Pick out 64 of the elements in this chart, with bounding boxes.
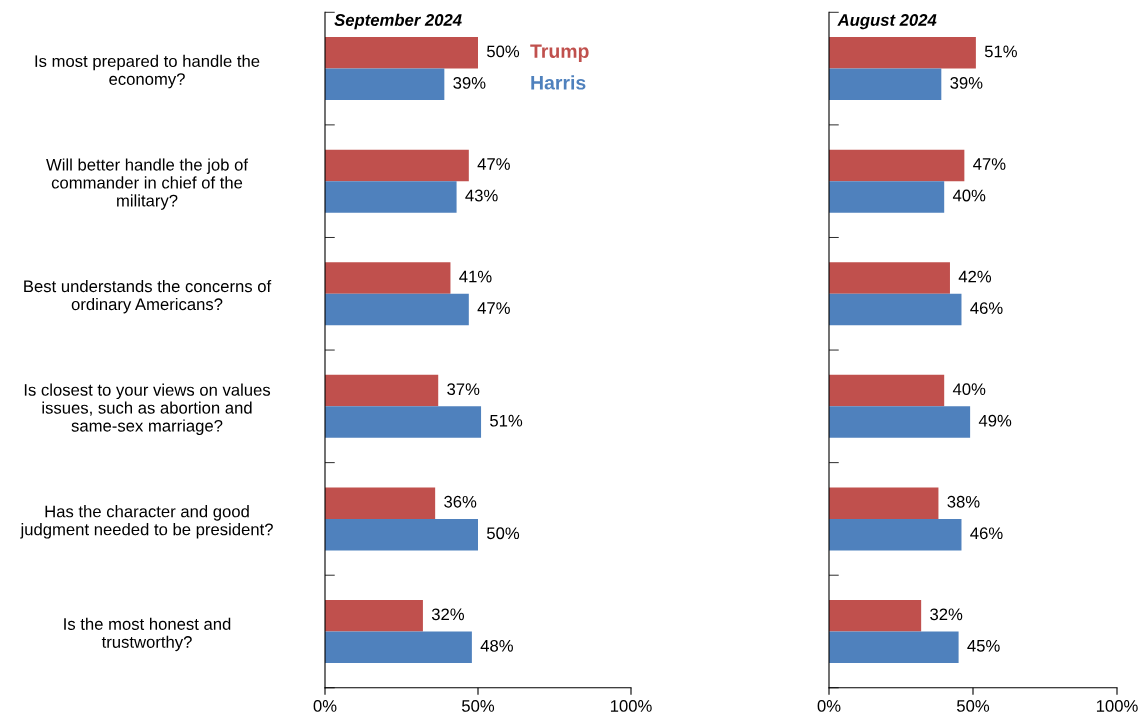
bar	[325, 374, 439, 407]
bar	[325, 631, 472, 664]
bar	[325, 149, 469, 182]
data-label: 48%	[480, 639, 513, 652]
bar	[829, 293, 962, 326]
bar	[829, 631, 959, 664]
chart-title: August 2024	[837, 14, 937, 30]
y-tick-label: Has the character and good judgment needed to be president?	[20, 505, 273, 539]
data-label: 45%	[967, 640, 1000, 652]
y-tick-label: Is most prepared to handle the economy?	[35, 54, 260, 89]
x-tick-label: 0%	[817, 700, 841, 712]
x-tick-label: 100%	[610, 700, 652, 712]
data-label: 46%	[970, 527, 1003, 540]
bar	[829, 599, 922, 632]
bar	[325, 37, 478, 69]
data-label: 43%	[465, 189, 498, 202]
data-label: 32%	[431, 608, 465, 621]
bar	[829, 374, 945, 407]
text: Trump	[530, 44, 589, 62]
bar	[829, 68, 942, 101]
bar	[829, 262, 950, 294]
data-label: 50%	[487, 45, 520, 58]
data-label: 50%	[487, 527, 520, 540]
data-label: 32%	[930, 608, 963, 621]
bar	[829, 518, 962, 551]
bar	[325, 518, 478, 551]
bar	[325, 262, 451, 294]
data-label: 47%	[477, 302, 510, 314]
bar	[325, 487, 436, 519]
bar	[325, 599, 423, 632]
bar	[325, 181, 457, 213]
chart-title: September 2024	[334, 13, 462, 30]
bar	[325, 406, 482, 438]
data-label: 46%	[970, 302, 1003, 314]
bar	[829, 406, 971, 438]
data-label: 49%	[978, 414, 1012, 427]
bar	[829, 181, 945, 213]
text: Harris	[531, 75, 586, 90]
bar	[829, 149, 965, 182]
data-label: 40%	[952, 383, 986, 396]
data-label: 47%	[973, 158, 1006, 170]
data-label: 51%	[490, 414, 523, 427]
data-label: 39%	[950, 77, 983, 89]
data-label: 47%	[477, 158, 510, 170]
data-label: 37%	[447, 383, 480, 396]
data-label: 40%	[952, 189, 986, 202]
x-tick-label: 100%	[1096, 700, 1138, 712]
data-label: 39%	[453, 77, 486, 89]
data-label: 38%	[947, 495, 980, 508]
bar	[325, 68, 445, 101]
data-label: 41%	[459, 270, 492, 283]
y-tick-label: Is the most honest and trustworthy?	[64, 617, 231, 652]
x-tick-label: 0%	[313, 700, 337, 712]
bar	[325, 293, 469, 326]
y-tick-label: Best understands the concerns of ordinary Americans?	[24, 279, 272, 314]
y-tick-label: Is closest to your views on values issues, such as abortion and same-sex marriage?	[24, 383, 271, 435]
data-label: 42%	[958, 270, 992, 283]
x-tick-label: 50%	[956, 700, 990, 712]
data-label: 51%	[984, 45, 1017, 58]
x-tick-label: 50%	[461, 700, 495, 712]
y-tick-label: Will better handle the job of commander in chief of the military?	[46, 158, 249, 210]
bar	[829, 487, 939, 519]
data-label: 36%	[444, 495, 477, 508]
bar	[829, 37, 976, 69]
